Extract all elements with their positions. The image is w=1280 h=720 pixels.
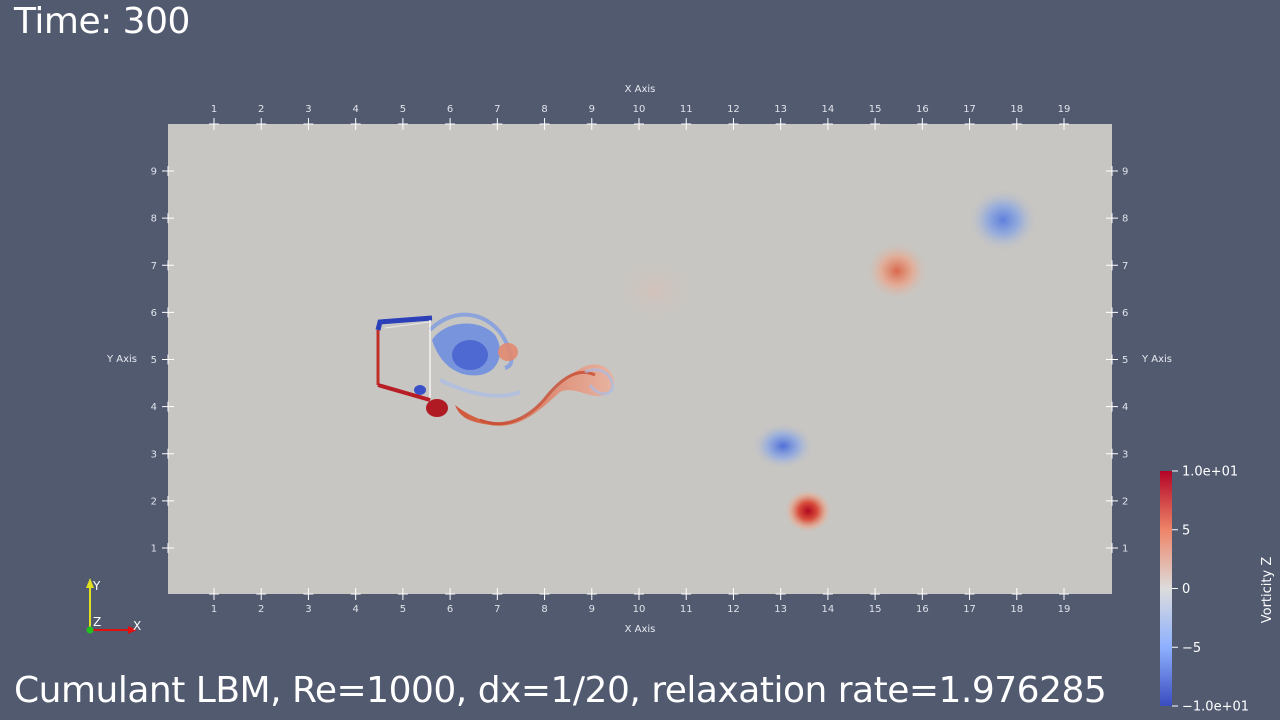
x-tick-label: 15 [869,604,882,615]
vortex-red-upper [865,241,929,301]
x-tick-label: 19 [1058,104,1071,115]
x-tick-label: 9 [589,104,595,115]
x-tick-label: 11 [680,104,693,115]
vortex-blue-upper-right [967,187,1039,253]
x-tick-label: 16 [916,104,929,115]
colorbar-title: Vorticity Z [1260,557,1275,624]
y-tick-label: 2 [151,496,157,507]
x-tick-label: 3 [305,604,311,615]
x-tick-label: 3 [305,104,311,115]
x-ticks-top: 1 2 3 4 5 6 7 8 9 10 11 12 13 14 15 16 17 18 19 [209,104,1070,130]
x-tick-label: 13 [774,104,787,115]
x-tick-label: 13 [774,604,787,615]
x-tick-label: 5 [400,104,406,115]
triad-y-label: Y [92,579,101,593]
x-ticks-bottom: 1 2 3 4 5 6 7 8 9 10 11 12 13 14 15 16 17 18 19 [209,588,1070,615]
x-tick-label: 17 [963,104,976,115]
x-tick-label: 6 [447,604,453,615]
x-tick-label: 19 [1058,604,1071,615]
y-tick-label: 6 [151,308,157,319]
colorbar-gradient [1160,471,1172,706]
x-tick-label: 14 [822,104,835,115]
y-axis-title-left: Y Axis [106,354,137,365]
x-tick-label: 7 [494,604,500,615]
x-tick-label: 4 [352,604,358,615]
triad-y-arrow [86,578,94,588]
time-label: Time: 300 [14,1,190,42]
x-axis-title-bottom: X Axis [625,624,656,635]
x-tick-label: 12 [727,604,740,615]
x-axis-title-top: X Axis [625,84,656,95]
colorbar-tick-label: −5 [1182,641,1201,656]
color-legend: 1.0e+01 5 0 −5 −1.0e+01 Vorticity Z [1160,465,1275,715]
y-ticks-left: 1 2 3 4 5 6 7 8 9 [151,166,174,555]
colorbar-tick-label: 1.0e+01 [1182,465,1238,480]
flow-domain [168,124,1112,594]
x-tick-label: 6 [447,104,453,115]
vortex-red-lower [784,489,832,533]
x-tick-label: 7 [494,104,500,115]
y-tick-label: 3 [151,449,157,460]
x-tick-label: 10 [633,604,646,615]
x-tick-label: 9 [589,604,595,615]
caption: Cumulant LBM, Re=1000, dx=1/20, relaxati… [14,670,1107,711]
x-tick-label: 1 [211,104,217,115]
faint-vortex-trace [610,255,700,325]
obstacle-wake [414,312,615,426]
y-tick-label: 4 [151,402,157,413]
orientation-triad: Y X Z [86,578,141,634]
y-tick-label: 8 [151,214,157,225]
triad-z-axis [86,626,94,634]
y-tick-label: 3 [1122,449,1128,460]
x-tick-label: 12 [727,104,740,115]
triad-x-label: X [133,619,141,633]
y-tick-label: 1 [151,544,157,555]
y-tick-label: 5 [151,355,157,366]
x-tick-label: 18 [1010,104,1023,115]
y-tick-label: 1 [1122,544,1128,555]
y-tick-label: 6 [1122,308,1128,319]
y-tick-label: 4 [1122,402,1128,413]
x-tick-label: 17 [963,604,976,615]
vortex-blue-lower [751,422,815,470]
x-tick-label: 1 [211,604,217,615]
square-obstacle [375,315,433,402]
x-tick-label: 10 [633,104,646,115]
colorbar-tick-label: 0 [1182,582,1190,597]
triad-x-arrow [128,626,137,634]
y-tick-label: 9 [1122,167,1128,178]
x-tick-label: 8 [541,604,547,615]
x-tick-label: 11 [680,604,693,615]
y-axis-title-right: Y Axis [1141,354,1172,365]
x-tick-label: 2 [258,604,264,615]
triad-z-label: Z [93,615,101,629]
y-tick-label: 9 [151,167,157,178]
y-tick-label: 7 [151,261,157,272]
y-tick-label: 7 [1122,261,1128,272]
y-tick-label: 8 [1122,214,1128,225]
x-tick-label: 5 [400,604,406,615]
colorbar-tick-label: −1.0e+01 [1182,700,1249,715]
x-tick-label: 16 [916,604,929,615]
colorbar-tick-label: 5 [1182,523,1190,538]
x-tick-label: 2 [258,104,264,115]
colorbar-ticks: 1.0e+01 5 0 −5 −1.0e+01 [1172,465,1249,715]
x-tick-label: 18 [1010,604,1023,615]
x-tick-label: 4 [352,104,358,115]
x-tick-label: 8 [541,104,547,115]
y-tick-label: 2 [1122,496,1128,507]
x-tick-label: 15 [869,104,882,115]
x-tick-label: 14 [822,604,835,615]
y-ticks-right: 1 2 3 4 5 6 7 8 9 [1106,166,1128,555]
y-tick-label: 5 [1122,355,1128,366]
